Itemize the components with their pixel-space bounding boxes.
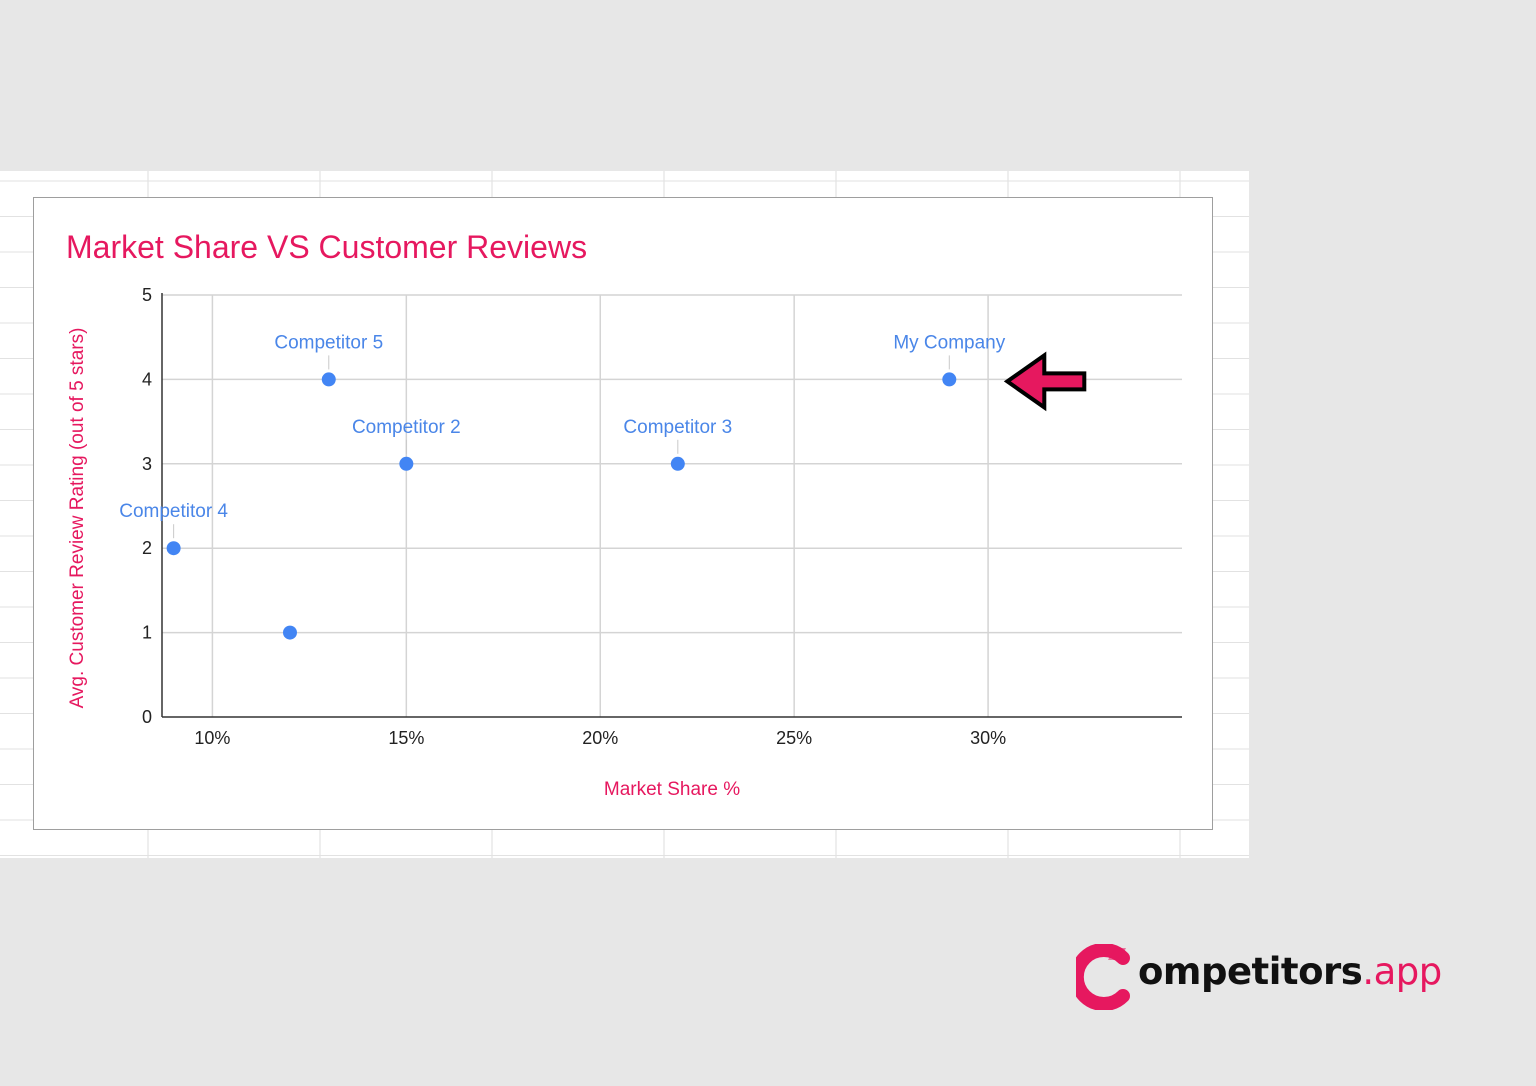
point-label: My Company bbox=[893, 332, 1005, 353]
x-tick-label: 15% bbox=[388, 728, 424, 748]
y-tick-label: 0 bbox=[142, 707, 152, 727]
y-tick-label: 2 bbox=[142, 538, 152, 558]
x-tick-label: 20% bbox=[582, 728, 618, 748]
scatter-chart: Market Share VS Customer Reviews 0 1 2 3 4 5 10… bbox=[66, 229, 1182, 800]
y-axis-title: Avg. Customer Review Rating (out of 5 st… bbox=[67, 328, 88, 709]
x-tick-label: 30% bbox=[970, 728, 1006, 748]
point-label: Competitor 4 bbox=[119, 501, 228, 522]
c-logo-icon bbox=[1076, 944, 1130, 1010]
annotation-arrow-icon bbox=[1003, 351, 1087, 412]
chart-card[interactable]: Market Share VS Customer Reviews 0 1 2 3 4 5 10… bbox=[33, 197, 1213, 830]
data-point bbox=[399, 456, 414, 471]
competitors-app-logo: ompetitors.app bbox=[1076, 944, 1442, 1010]
x-tick-label: 10% bbox=[194, 728, 230, 748]
logo-wordmark: ompetitors bbox=[1138, 950, 1363, 993]
data-point bbox=[670, 456, 685, 471]
point-label: Competitor 5 bbox=[274, 332, 383, 353]
y-tick-label: 5 bbox=[142, 285, 152, 305]
data-point bbox=[321, 372, 336, 387]
point-label: Competitor 2 bbox=[352, 417, 461, 438]
logo-tld: .app bbox=[1362, 950, 1442, 993]
point-label: Competitor 3 bbox=[623, 417, 732, 438]
y-tick-label: 1 bbox=[142, 623, 152, 643]
data-point bbox=[282, 625, 297, 640]
y-tick-label: 3 bbox=[142, 454, 152, 474]
x-tick-label: 25% bbox=[776, 728, 812, 748]
data-point bbox=[166, 541, 181, 556]
y-tick-label: 4 bbox=[142, 369, 152, 389]
chart-title: Market Share VS Customer Reviews bbox=[66, 229, 587, 265]
x-axis-title: Market Share % bbox=[604, 779, 740, 800]
data-point bbox=[942, 372, 957, 387]
